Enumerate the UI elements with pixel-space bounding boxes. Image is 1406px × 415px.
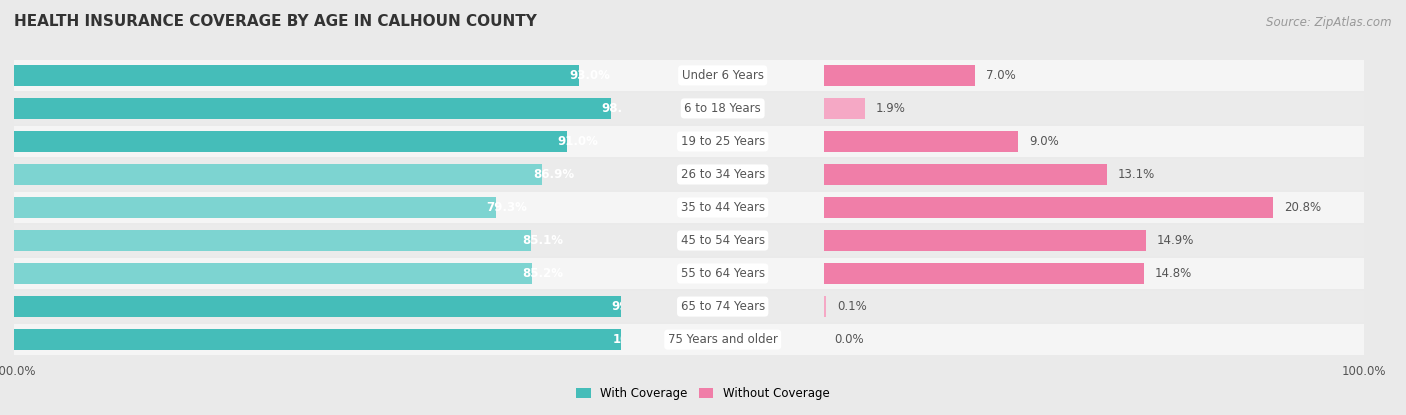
Text: 65 to 74 Years: 65 to 74 Years bbox=[681, 300, 765, 313]
Text: 93.0%: 93.0% bbox=[569, 69, 610, 82]
Text: 85.1%: 85.1% bbox=[522, 234, 562, 247]
Bar bbox=[14, 164, 541, 185]
Bar bbox=[824, 159, 1364, 190]
Bar bbox=[824, 296, 827, 317]
Text: 13.1%: 13.1% bbox=[1118, 168, 1154, 181]
Bar bbox=[14, 131, 567, 152]
Text: 14.8%: 14.8% bbox=[1154, 267, 1192, 280]
Bar bbox=[824, 98, 865, 119]
Bar bbox=[621, 60, 824, 90]
Bar bbox=[621, 225, 824, 256]
Bar bbox=[824, 197, 1272, 218]
Text: 19 to 25 Years: 19 to 25 Years bbox=[681, 135, 765, 148]
Text: 0.0%: 0.0% bbox=[835, 333, 865, 346]
Text: Under 6 Years: Under 6 Years bbox=[682, 69, 763, 82]
Text: 9.0%: 9.0% bbox=[1029, 135, 1059, 148]
Bar bbox=[824, 225, 1364, 256]
Bar bbox=[621, 126, 824, 156]
Bar bbox=[621, 259, 824, 289]
Text: 55 to 64 Years: 55 to 64 Years bbox=[681, 267, 765, 280]
Legend: With Coverage, Without Coverage: With Coverage, Without Coverage bbox=[572, 383, 834, 405]
Bar bbox=[14, 263, 531, 284]
Bar bbox=[824, 192, 1364, 223]
Bar bbox=[14, 225, 621, 256]
Bar bbox=[621, 325, 824, 355]
Bar bbox=[824, 60, 1364, 90]
Bar bbox=[824, 164, 1107, 185]
Text: 100.0%: 100.0% bbox=[613, 333, 661, 346]
Bar bbox=[14, 197, 496, 218]
Bar bbox=[824, 230, 1146, 251]
Bar bbox=[14, 159, 621, 190]
Bar bbox=[14, 259, 621, 289]
Bar bbox=[621, 93, 824, 124]
Bar bbox=[824, 65, 976, 85]
Text: 75 Years and older: 75 Years and older bbox=[668, 333, 778, 346]
Bar bbox=[621, 291, 824, 322]
Text: 26 to 34 Years: 26 to 34 Years bbox=[681, 168, 765, 181]
Bar bbox=[824, 263, 1143, 284]
Bar bbox=[14, 230, 531, 251]
Bar bbox=[824, 93, 1364, 124]
Bar bbox=[14, 325, 621, 355]
Text: 45 to 54 Years: 45 to 54 Years bbox=[681, 234, 765, 247]
Text: 86.9%: 86.9% bbox=[533, 168, 574, 181]
Bar bbox=[824, 325, 1364, 355]
Bar bbox=[824, 126, 1364, 156]
Bar bbox=[14, 330, 621, 350]
Bar bbox=[824, 131, 1018, 152]
Text: 0.1%: 0.1% bbox=[837, 300, 866, 313]
Bar bbox=[14, 65, 579, 85]
Text: 35 to 44 Years: 35 to 44 Years bbox=[681, 201, 765, 214]
Bar bbox=[14, 296, 621, 317]
Bar bbox=[14, 93, 621, 124]
Text: 20.8%: 20.8% bbox=[1284, 201, 1322, 214]
Bar bbox=[14, 98, 610, 119]
Bar bbox=[621, 192, 824, 223]
Text: Source: ZipAtlas.com: Source: ZipAtlas.com bbox=[1267, 16, 1392, 29]
Text: 85.2%: 85.2% bbox=[523, 267, 564, 280]
Text: 79.3%: 79.3% bbox=[486, 201, 527, 214]
Text: 98.2%: 98.2% bbox=[602, 102, 643, 115]
Text: HEALTH INSURANCE COVERAGE BY AGE IN CALHOUN COUNTY: HEALTH INSURANCE COVERAGE BY AGE IN CALH… bbox=[14, 14, 537, 29]
Bar bbox=[14, 126, 621, 156]
Text: 91.0%: 91.0% bbox=[558, 135, 599, 148]
Text: 6 to 18 Years: 6 to 18 Years bbox=[685, 102, 761, 115]
Bar bbox=[621, 159, 824, 190]
Bar bbox=[824, 291, 1364, 322]
Bar bbox=[14, 291, 621, 322]
Text: 1.9%: 1.9% bbox=[876, 102, 905, 115]
Text: 99.9%: 99.9% bbox=[612, 300, 652, 313]
Text: 14.9%: 14.9% bbox=[1157, 234, 1194, 247]
Bar bbox=[14, 60, 621, 90]
Bar bbox=[824, 259, 1364, 289]
Text: 7.0%: 7.0% bbox=[986, 69, 1015, 82]
Bar bbox=[14, 192, 621, 223]
